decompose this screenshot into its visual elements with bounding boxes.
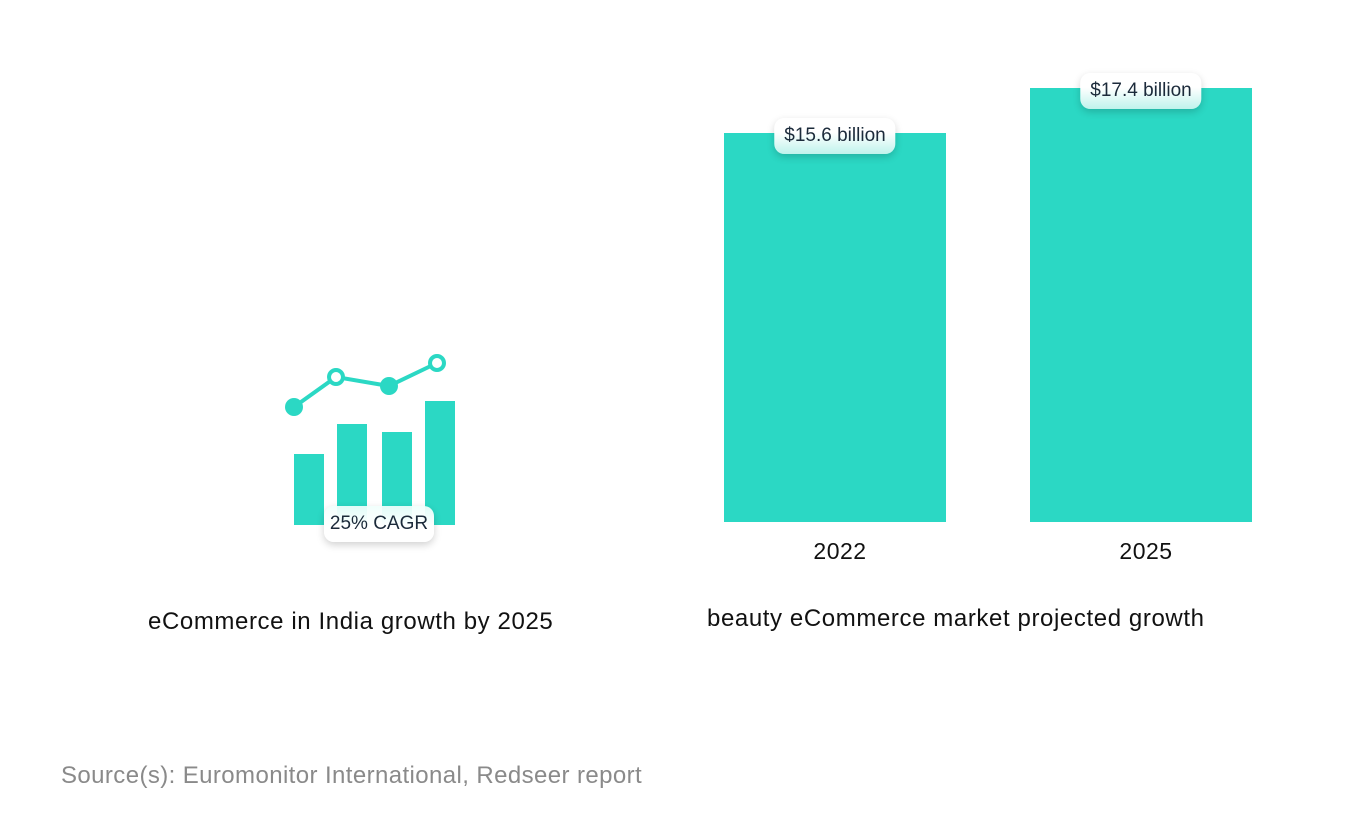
cagr-badge: 25% CAGR	[324, 506, 434, 542]
x-tick-label-2025: 2025	[1119, 538, 1173, 564]
bar-2025	[1030, 88, 1252, 522]
data-label-2025: $17.4 billion	[1080, 73, 1202, 109]
icon-point-3	[380, 377, 398, 395]
icon-point-4	[428, 354, 446, 372]
icon-point-1	[285, 398, 303, 416]
chart-title: beauty eCommerce market projected growth	[707, 605, 1205, 632]
source-note: Source(s): Euromonitor International, Re…	[61, 762, 643, 789]
icon-bar-4	[425, 401, 455, 525]
data-label-2022: $15.6 billion	[774, 117, 896, 154]
icon-trend-line	[292, 361, 438, 409]
x-tick-label-2022: 2022	[813, 538, 867, 564]
bar-and-line-growth-icon	[285, 354, 455, 525]
icon-bar-1	[294, 454, 324, 525]
left-caption: eCommerce in India growth by 2025	[148, 608, 554, 635]
bar-2022	[724, 132, 946, 522]
icon-point-2	[327, 368, 345, 386]
